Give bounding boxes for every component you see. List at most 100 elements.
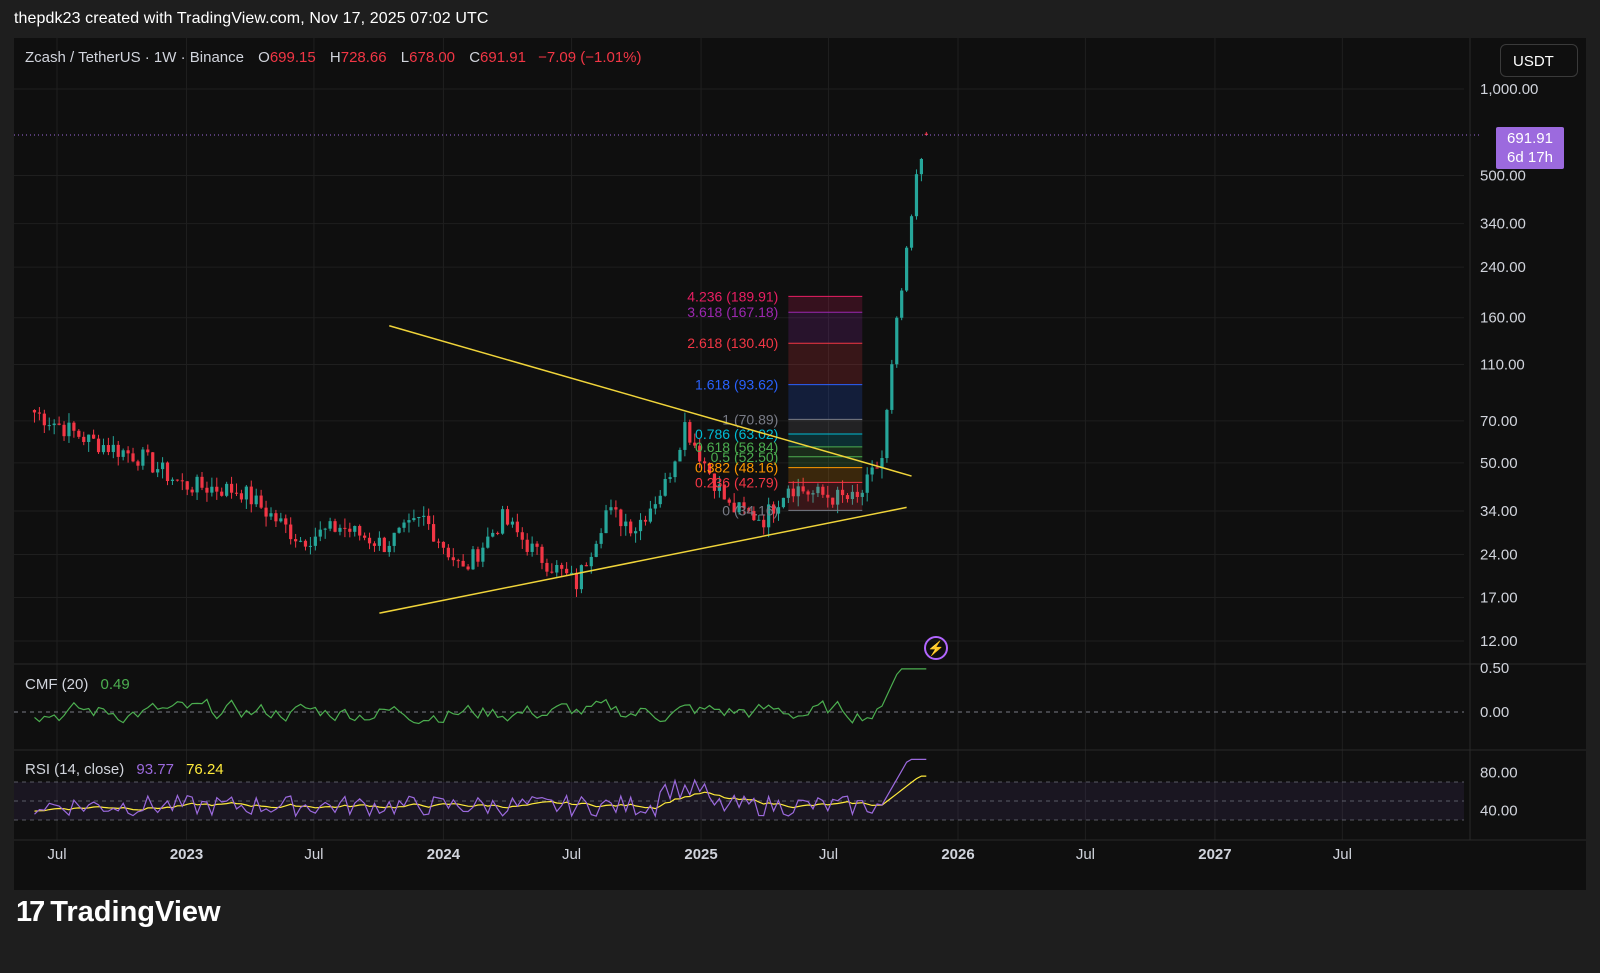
candle-body[interactable] <box>274 513 278 522</box>
candle-body[interactable] <box>52 423 56 426</box>
candle-body[interactable] <box>771 504 776 514</box>
currency-button[interactable]: USDT <box>1500 44 1578 77</box>
candle-body[interactable] <box>545 562 549 572</box>
candle-body[interactable] <box>683 422 687 450</box>
candle-body[interactable] <box>880 458 884 469</box>
candle-body[interactable] <box>505 509 510 525</box>
candle-body[interactable] <box>520 532 524 540</box>
candle-body[interactable] <box>836 489 840 505</box>
candle-body[interactable] <box>693 442 697 446</box>
candle-body[interactable] <box>427 515 431 525</box>
candle-body[interactable] <box>298 540 303 542</box>
trendline[interactable] <box>379 506 907 614</box>
candle-body[interactable] <box>786 488 790 498</box>
candle-body[interactable] <box>604 510 608 534</box>
candle-body[interactable] <box>673 461 677 478</box>
candle-body[interactable] <box>831 497 835 505</box>
candle-body[interactable] <box>594 543 598 557</box>
candle-body[interactable] <box>264 507 268 517</box>
candle-body[interactable] <box>185 481 189 490</box>
candle-body[interactable] <box>215 486 219 492</box>
candle-body[interactable] <box>560 565 564 569</box>
candle-body[interactable] <box>402 522 406 528</box>
candle-body[interactable] <box>614 507 618 510</box>
candle-body[interactable] <box>446 547 450 558</box>
candle-body[interactable] <box>234 492 239 494</box>
candle-body[interactable] <box>229 483 234 493</box>
candle-body[interactable] <box>377 537 381 546</box>
candle-body[interactable] <box>589 556 593 567</box>
candle-body[interactable] <box>481 547 485 562</box>
trendline[interactable] <box>389 325 912 477</box>
candle-body[interactable] <box>806 491 810 495</box>
candle-body[interactable] <box>491 532 495 537</box>
candle-body[interactable] <box>333 521 337 532</box>
candle-body[interactable] <box>57 423 61 425</box>
candle-body[interactable] <box>367 537 372 544</box>
candle-body[interactable] <box>865 474 869 493</box>
candle-body[interactable] <box>496 532 500 534</box>
candle-body[interactable] <box>205 487 209 493</box>
candle-body[interactable] <box>461 560 465 567</box>
candle-body[interactable] <box>569 572 574 574</box>
candle-body[interactable] <box>663 478 667 496</box>
candle-body[interactable] <box>72 422 76 431</box>
candle-body[interactable] <box>619 509 623 527</box>
candle-body[interactable] <box>895 317 899 365</box>
candle-body[interactable] <box>821 486 825 495</box>
candle-body[interactable] <box>796 486 800 497</box>
candle-body[interactable] <box>850 491 855 500</box>
candle-body[interactable] <box>900 290 904 318</box>
candle-body[interactable] <box>811 493 815 495</box>
candle-body[interactable] <box>210 486 214 493</box>
candle-body[interactable] <box>555 565 559 573</box>
candle-body[interactable] <box>584 565 588 567</box>
lightning-icon[interactable]: ⚡ <box>924 636 948 660</box>
candle-body[interactable] <box>92 434 96 439</box>
candle-body[interactable] <box>855 491 859 497</box>
candle-body[interactable] <box>382 537 386 553</box>
candle-body[interactable] <box>688 422 692 443</box>
tradingview-brand[interactable]: 17 TradingView <box>16 896 221 929</box>
candle-body[interactable] <box>269 513 273 517</box>
candle-body[interactable] <box>732 502 736 513</box>
candle-body[interactable] <box>239 493 244 500</box>
candle-body[interactable] <box>624 521 628 527</box>
candle-body[interactable] <box>707 463 712 474</box>
candle-body[interactable] <box>412 518 416 521</box>
candle-body[interactable] <box>540 546 544 563</box>
candle-body[interactable] <box>717 484 721 491</box>
candle-body[interactable] <box>767 504 771 528</box>
candle-body[interactable] <box>126 450 130 454</box>
candle-body[interactable] <box>358 526 362 536</box>
candle-body[interactable] <box>860 492 864 497</box>
candle-body[interactable] <box>757 519 761 521</box>
candle-body[interactable] <box>781 497 786 508</box>
candle-body[interactable] <box>387 545 391 553</box>
candle-body[interactable] <box>87 434 91 442</box>
candle-body[interactable] <box>225 483 229 496</box>
candle-body[interactable] <box>737 502 741 513</box>
candle-body[interactable] <box>550 571 554 573</box>
candle-body[interactable] <box>96 438 101 453</box>
chart-area[interactable]: 1,000.00 500.00 340.00 240.00 160.00 110.00 70… <box>14 38 1586 890</box>
candle-body[interactable] <box>791 488 795 497</box>
candle-body[interactable] <box>195 476 199 493</box>
candle-body[interactable] <box>348 528 352 532</box>
candle-body[interactable] <box>156 469 160 473</box>
candle-body[interactable] <box>441 541 446 548</box>
symbol-name[interactable]: Zcash / TetherUS · 1W · Binance <box>25 49 244 66</box>
candle-body[interactable] <box>67 422 71 437</box>
candle-body[interactable] <box>47 425 51 427</box>
candle-body[interactable] <box>279 518 283 522</box>
candle-body[interactable] <box>510 521 515 525</box>
candle-body[interactable] <box>826 494 830 498</box>
candle-body[interactable] <box>190 489 194 493</box>
candle-body[interactable] <box>634 531 638 534</box>
candle-body[interactable] <box>905 247 909 291</box>
candle-body[interactable] <box>698 445 702 462</box>
candle-body[interactable] <box>101 445 106 453</box>
candle-body[interactable] <box>136 461 140 466</box>
candle-body[interactable] <box>121 450 125 457</box>
candle-body[interactable] <box>436 541 441 543</box>
